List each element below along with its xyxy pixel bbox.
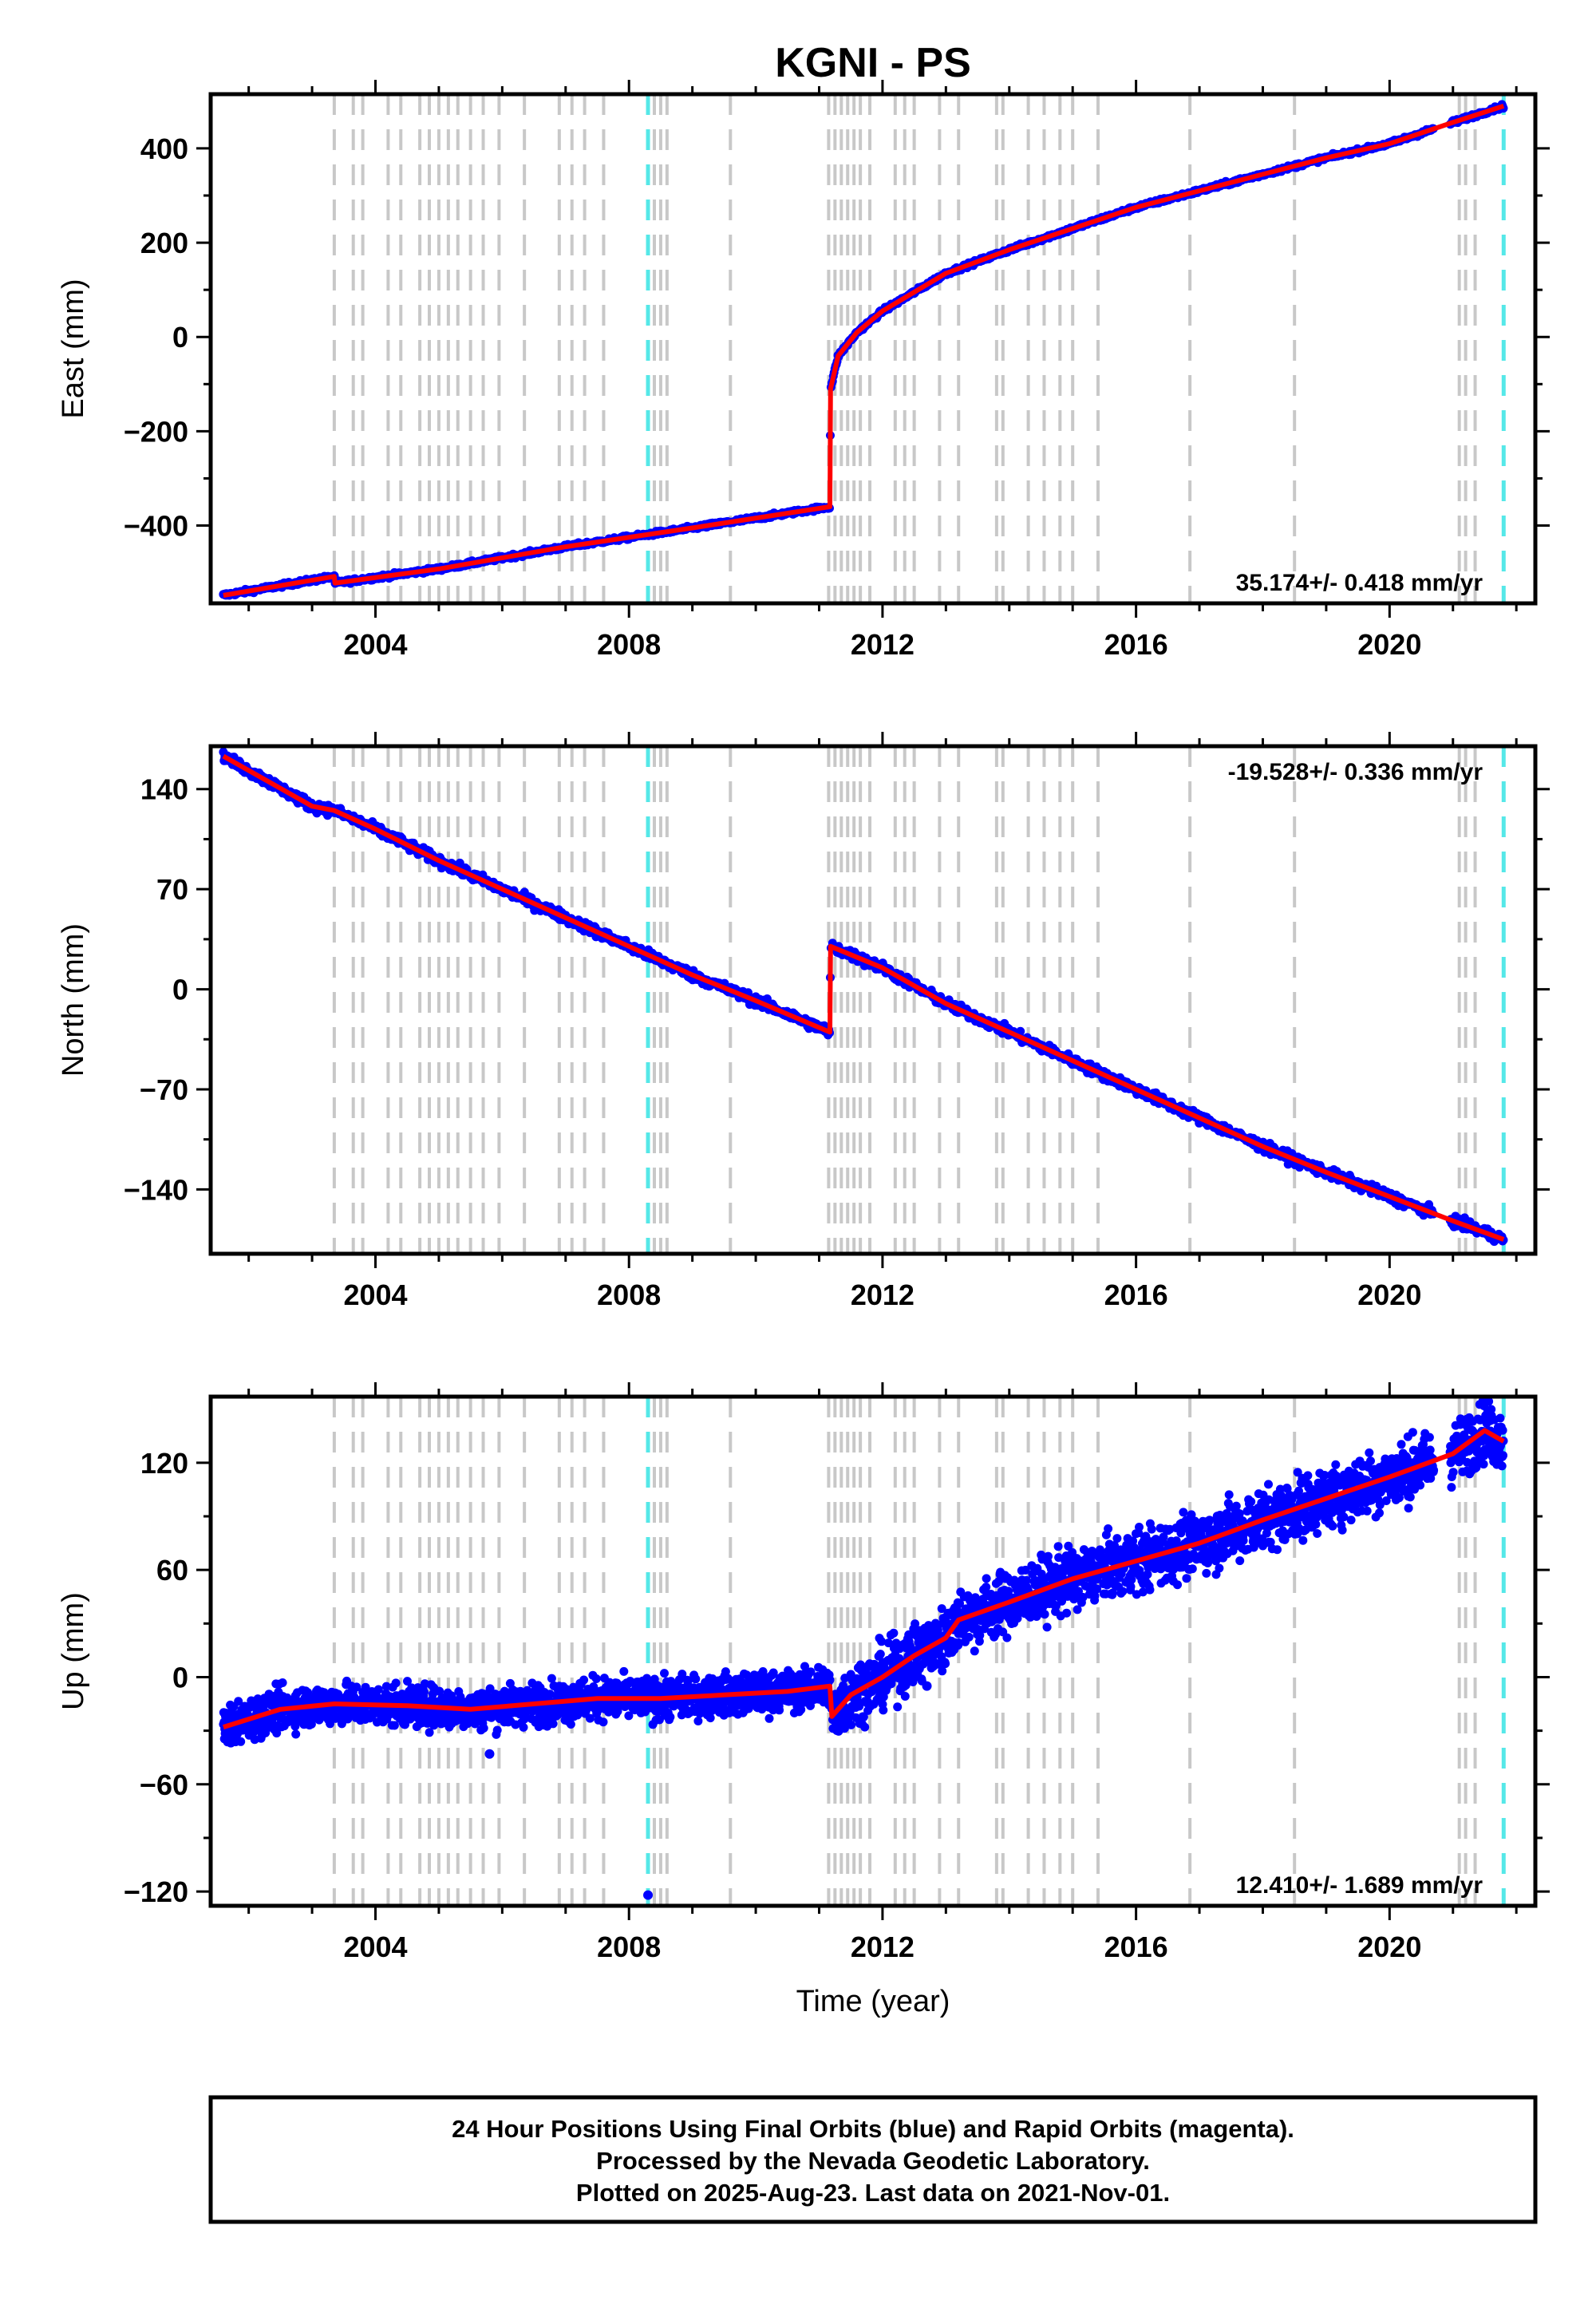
data-point <box>660 1669 669 1678</box>
data-point <box>591 1674 601 1683</box>
data-point <box>479 1723 488 1733</box>
data-point <box>361 1682 370 1692</box>
data-point <box>589 1682 598 1691</box>
model-line-east <box>223 103 1505 598</box>
data-point <box>545 1690 555 1699</box>
rate-label-east: 35.174+/- 0.418 mm/yr <box>1236 570 1483 596</box>
data-point <box>566 1720 575 1729</box>
data-point <box>619 1666 629 1676</box>
data-point <box>624 1711 634 1721</box>
data-point <box>401 1720 409 1729</box>
y-tick-label: −400 <box>124 510 188 543</box>
chart-title: KGNI - PS <box>775 40 971 86</box>
y-tick-label: −140 <box>124 1173 188 1206</box>
y-tick-label: 200 <box>140 227 188 259</box>
data-point <box>373 1685 383 1694</box>
x-tick-label: 2004 <box>343 1279 407 1311</box>
data-point <box>585 1713 595 1723</box>
x-tick-label: 2004 <box>343 628 407 661</box>
x-tick-label: 2020 <box>1357 1279 1421 1311</box>
plot-frame-east <box>208 92 1538 606</box>
data-point <box>272 1729 282 1738</box>
plot-area-north <box>219 746 1508 1254</box>
x-tick-label: 2012 <box>851 1279 915 1311</box>
x-tick-label: 2008 <box>597 1279 661 1311</box>
data-point <box>352 1682 361 1692</box>
x-tick-label: 2020 <box>1357 628 1421 661</box>
plot-area-up <box>219 1397 1508 1906</box>
data-point <box>389 1721 399 1730</box>
x-tick-label: 2012 <box>851 628 915 661</box>
y-tick-label: 70 <box>156 873 188 906</box>
data-point <box>420 1687 429 1697</box>
data-point <box>326 1719 335 1729</box>
data-point <box>492 1725 502 1735</box>
data-point <box>236 1737 246 1746</box>
data-point <box>691 1674 701 1684</box>
data-point <box>598 1717 608 1727</box>
y-tick-label: −200 <box>124 415 188 448</box>
y-tick-label: 400 <box>140 132 188 165</box>
x-tick-label: 2016 <box>1104 628 1168 661</box>
data-point <box>425 1728 434 1737</box>
data-point <box>693 1717 703 1725</box>
y-tick-label: 0 <box>172 321 188 354</box>
rate-label-north: -19.528+/- 0.336 mm/yr <box>1228 759 1483 785</box>
panel-north: 2004 2008 2012 2016 2020 140 70 0 −70 −140 North (… <box>57 732 1550 1311</box>
data-point <box>547 1674 556 1683</box>
y-tick-label: −70 <box>140 1073 188 1106</box>
y-axis-label-east: East (mm) <box>57 279 90 418</box>
panels-group: 2004 2008 2012 2016 2020 400 200 0 −200 −400 East … <box>57 80 1550 1963</box>
data-point <box>403 1677 412 1686</box>
y-tick-label: 140 <box>140 773 188 806</box>
model-line-north <box>222 753 1505 1242</box>
data-point <box>391 1678 401 1688</box>
y-axis-label-north: North (mm) <box>57 923 90 1077</box>
data-point <box>579 1675 589 1685</box>
plot-area-east <box>219 94 1508 603</box>
panel-east: 2004 2008 2012 2016 2020 400 200 0 −200 −400 East … <box>57 80 1550 661</box>
x-tick-label: 2016 <box>1104 1279 1168 1311</box>
y-tick-label: 0 <box>172 974 188 1006</box>
data-point <box>291 1729 301 1739</box>
data-point <box>290 1721 300 1731</box>
x-tick-label: 2008 <box>597 628 661 661</box>
data-point <box>519 1722 528 1732</box>
data-point <box>678 1670 687 1679</box>
data-point <box>548 1719 558 1729</box>
data-point <box>234 1697 243 1706</box>
data-point <box>278 1678 287 1687</box>
data-point <box>666 1713 675 1721</box>
plot-frame-north <box>208 744 1538 1256</box>
